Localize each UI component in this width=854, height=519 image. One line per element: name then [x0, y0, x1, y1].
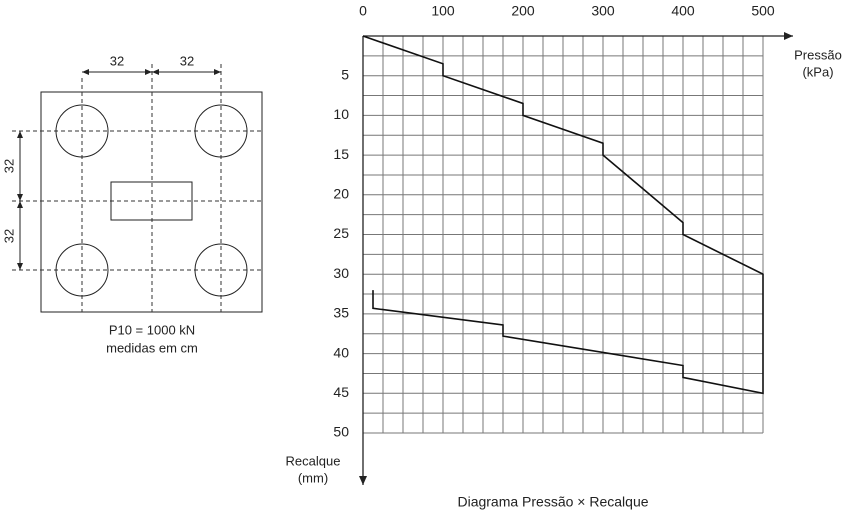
y-tick-label: 20 — [333, 186, 349, 202]
pile — [55, 243, 109, 297]
x-tick-label: 200 — [511, 3, 535, 19]
caption: medidas em cm — [106, 340, 198, 355]
dimension-label: 32 — [110, 53, 124, 68]
dimension-label: 32 — [1, 159, 16, 173]
y-axis-label: (mm) — [298, 470, 328, 485]
y-tick-label: 40 — [333, 344, 349, 360]
dimension-label: 32 — [180, 53, 194, 68]
x-axis-label: (kPa) — [802, 64, 833, 79]
pile — [55, 104, 109, 158]
cap-outline — [40, 91, 263, 313]
y-tick-label: 5 — [341, 66, 349, 82]
settlement-curve — [362, 35, 764, 395]
y-axis-label: Recalque — [286, 453, 341, 468]
y-tick-label: 25 — [333, 225, 349, 241]
caption: P10 = 1000 kN — [109, 322, 195, 337]
x-tick-label: 500 — [751, 3, 775, 19]
y-tick-label: 45 — [333, 384, 349, 400]
chart: Diagrama Pressão × Recalque Pressão (kPa… — [286, 3, 842, 510]
x-tick-label: 300 — [591, 3, 615, 19]
y-tick-label: 50 — [333, 424, 349, 440]
pile — [194, 243, 248, 297]
y-tick-label: 10 — [333, 106, 349, 122]
x-axis-label: Pressão — [794, 47, 842, 62]
y-tick-label: 35 — [333, 305, 349, 321]
x-tick-label: 400 — [671, 3, 695, 19]
y-tick-label: 30 — [333, 265, 349, 281]
column — [110, 181, 193, 221]
dimension-label: 32 — [1, 229, 16, 243]
x-tick-label: 0 — [359, 3, 367, 19]
chart-title: Diagrama Pressão × Recalque — [457, 494, 648, 510]
x-tick-label: 100 — [431, 3, 455, 19]
pile — [194, 104, 248, 158]
pile-cap: 32 32 32 32 P10 = 1000 kN medidas em cm — [1, 53, 263, 355]
y-tick-label: 15 — [333, 146, 349, 162]
